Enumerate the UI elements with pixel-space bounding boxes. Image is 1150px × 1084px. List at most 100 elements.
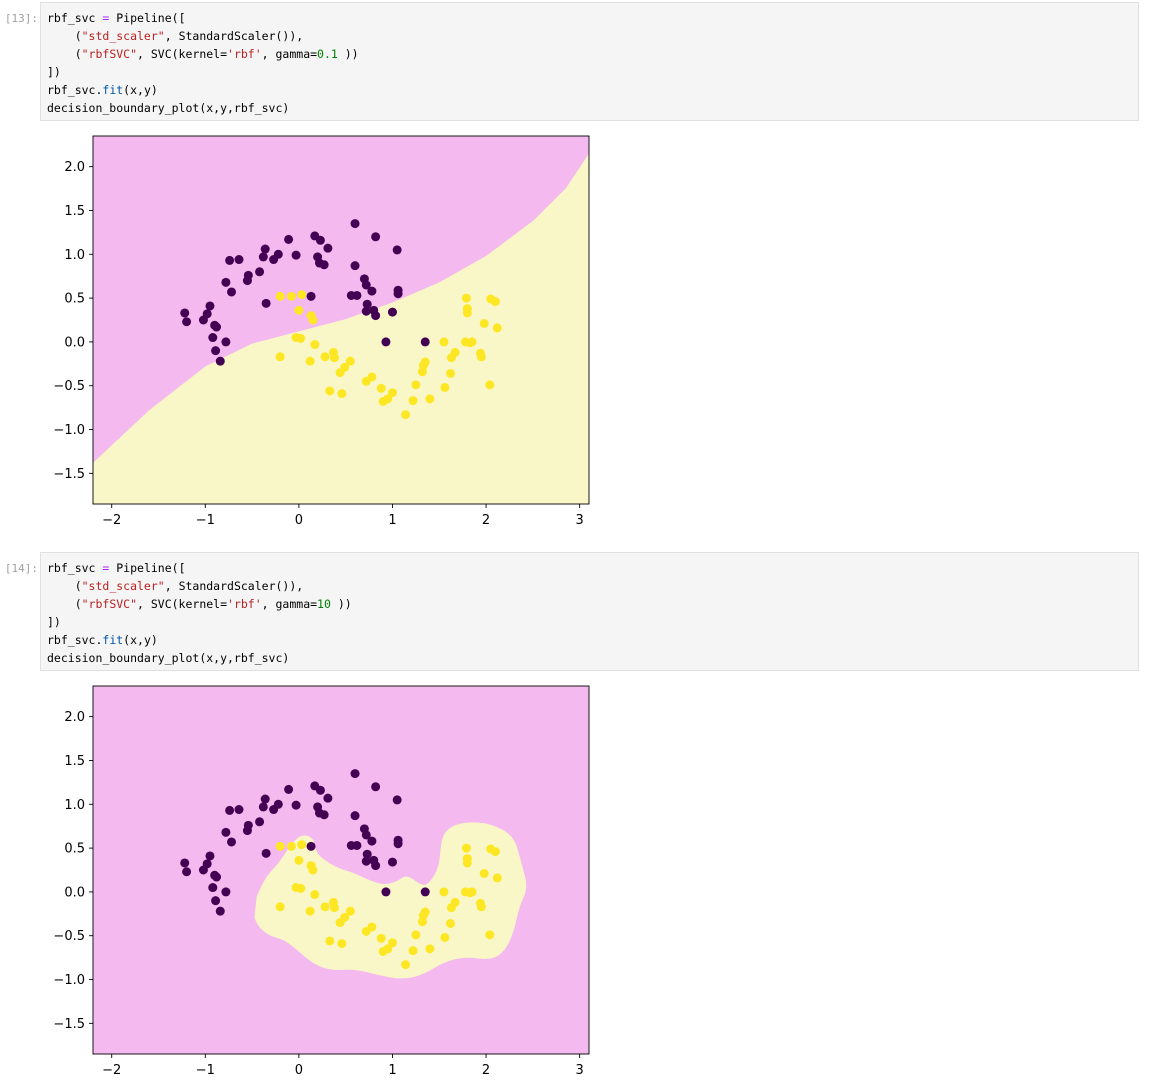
code-token: Pipeline([ [109,11,186,25]
code-token: 0.1 [317,47,338,61]
y-tick-label: 1.0 [64,798,85,813]
point-class1 [492,323,502,333]
point-class0 [260,794,270,804]
code-token: (x,y) [123,633,158,647]
point-class1 [425,394,435,404]
point-class0 [212,322,222,332]
x-tick-label: 2 [482,513,490,528]
point-class1 [310,340,320,350]
point-class1 [445,368,455,378]
point-class0 [211,896,221,906]
code-line: ("std_scaler", StandardScaler()), [47,27,1138,45]
point-class0 [352,290,362,300]
code-token: , SVC(kernel= [137,597,228,611]
point-class1 [411,380,421,390]
code-editor[interactable]: rbf_svc = Pipeline([ ("std_scaler", Stan… [40,2,1139,121]
point-class0 [393,839,403,849]
code-token: ( [47,579,82,593]
point-class0 [202,309,212,319]
point-class0 [381,337,391,347]
point-class0 [306,841,316,851]
point-class0 [234,255,244,265]
point-class0 [420,887,430,897]
point-class1 [383,944,393,954]
point-class1 [296,333,306,343]
code-token: "std_scaler" [81,29,165,43]
point-class0 [315,785,325,795]
point-class0 [215,356,225,366]
point-class0 [211,346,221,356]
point-class1 [408,396,418,406]
point-class0 [361,830,371,840]
code-line: rbf_svc.fit(x,y) [47,81,1138,99]
point-class1 [479,319,489,329]
point-class1 [325,936,335,946]
x-tick-label: −1 [196,513,215,528]
y-tick-label: 1.5 [64,754,85,769]
point-class0 [323,793,333,803]
point-class0 [291,250,301,260]
point-class1 [367,922,377,932]
point-class1 [490,297,500,307]
y-tick-label: −0.5 [53,379,85,394]
point-class1 [485,930,495,940]
code-token: = [102,11,110,25]
point-class0 [261,848,271,858]
point-class1 [450,347,460,357]
point-class1 [490,847,500,857]
code-token: "rbfSVC" [81,47,138,61]
code-token: rbf_svc [47,561,103,575]
point-class1 [387,388,397,398]
point-class1 [337,939,347,949]
point-class0 [258,802,268,812]
point-class0 [215,906,225,916]
x-tick-label: 0 [295,1063,303,1078]
point-class0 [306,291,316,301]
code-token: "rbfSVC" [81,597,138,611]
code-editor[interactable]: rbf_svc = Pipeline([ ("std_scaler", Stan… [40,552,1139,671]
point-class1 [308,865,318,875]
point-class1 [401,410,411,420]
code-token: rbf_svc [47,11,103,25]
y-tick-label: −1.5 [53,1017,85,1032]
point-class1 [340,912,350,922]
x-tick-label: 3 [576,1063,584,1078]
chart-svg: −2 −1 0 1 2 3 −1.5 −1.0 −0.5 0.0 0.5 1.0 1.5 2.0 [53,135,590,528]
point-class1 [401,960,411,970]
point-class0 [205,301,215,311]
point-class0 [225,805,235,815]
code-token: , gamma= [261,597,318,611]
point-class0 [350,811,360,821]
code-token: fit [102,633,124,647]
code-token: , StandardScaler()), [164,579,304,593]
code-token: , gamma= [261,47,318,61]
point-class0 [362,849,372,859]
point-class0 [350,219,360,229]
code-token: )) [330,597,352,611]
point-class0 [315,235,325,245]
code-line: ]) [47,613,1138,631]
point-class0 [221,337,231,347]
point-class1 [329,903,339,913]
point-class0 [227,287,237,297]
x-tick-label: 3 [576,513,584,528]
x-tick-label: −1 [196,1063,215,1078]
point-class0 [234,805,244,815]
point-class1 [275,352,285,362]
x-tick-label: −2 [102,513,121,528]
point-class0 [208,883,218,893]
point-class1 [337,389,347,399]
point-class1 [408,946,418,956]
point-class0 [350,769,360,779]
region-class1 [93,153,589,504]
point-class0 [362,299,372,309]
point-class0 [273,799,283,809]
y-tick-label: −0.5 [53,929,85,944]
point-class0 [393,289,403,299]
y-tick-label: 2.0 [64,160,85,175]
point-class0 [255,267,265,277]
code-token: 'rbf' [227,597,262,611]
point-class1 [485,380,495,390]
point-class1 [305,906,315,916]
code-line: decision_boundary_plot(x,y,rbf_svc) [47,649,1138,667]
